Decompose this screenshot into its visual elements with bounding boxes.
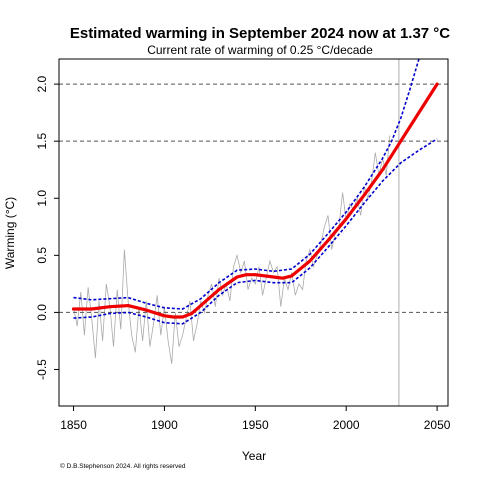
y-tick-label: -0.5 — [35, 359, 49, 380]
chart-subtitle: Current rate of warming of 0.25 °C/decad… — [147, 43, 373, 57]
y-tick-label: 1.0 — [35, 190, 49, 207]
y-axis: -0.5 0.0 0.5 1.0 1.5 2.0 — [35, 75, 59, 380]
x-tick-label: 2000 — [333, 418, 360, 432]
x-tick-label: 1850 — [60, 418, 87, 432]
y-tick-label: 2.0 — [35, 75, 49, 92]
warming-trend-series — [71, 82, 439, 319]
lower-bound-series — [73, 138, 438, 325]
y-tick-label: 0.0 — [35, 304, 49, 321]
y-tick-label: 0.5 — [35, 247, 49, 264]
x-tick-label: 2050 — [424, 418, 451, 432]
x-axis: 1850 1900 1950 2000 2050 — [60, 406, 451, 432]
plot-frame — [58, 58, 449, 407]
chart-title: Estimated warming in September 2024 now … — [70, 25, 450, 42]
y-axis-label: Warming (°C) — [3, 197, 17, 269]
y-tick-label: 1.5 — [35, 133, 49, 150]
observed-temperature-series — [73, 135, 391, 364]
copyright-footnote: © D.B.Stephenson 2024. All rights reserv… — [60, 462, 186, 470]
x-tick-label: 1900 — [151, 418, 178, 432]
x-tick-label: 1950 — [242, 418, 269, 432]
plot-content — [59, 59, 448, 406]
upper-bound-series — [73, 59, 420, 310]
x-axis-label: Year — [242, 449, 266, 463]
